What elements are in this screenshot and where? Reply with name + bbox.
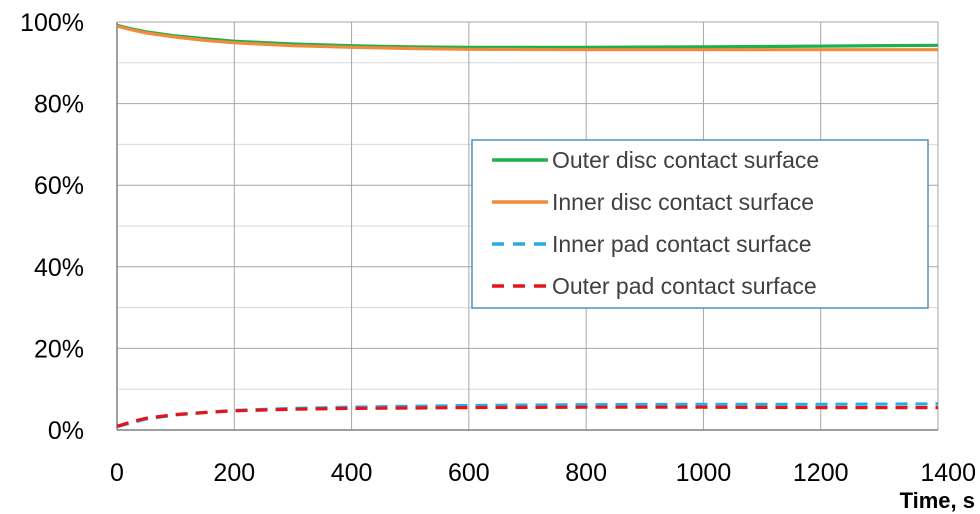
x-tick-label: 0 <box>110 459 124 487</box>
x-tick-labels: 0 200 400 600 800 1000 1200 1400 <box>110 459 976 487</box>
legend-label: Inner pad contact surface <box>552 231 812 257</box>
legend-label: Outer disc contact surface <box>552 147 819 173</box>
y-tick-label: 100% <box>20 9 84 37</box>
y-tick-labels: 0% 20% 40% 60% 80% 100% <box>20 9 84 445</box>
x-tick-label: 1000 <box>676 459 732 487</box>
legend-label: Outer pad contact surface <box>552 273 817 299</box>
series-line-2 <box>116 24 938 52</box>
legend-label: Inner disc contact surface <box>552 189 814 215</box>
y-tick-label: 60% <box>34 172 84 200</box>
legend: Outer disc contact surface Inner disc con… <box>471 139 929 309</box>
series-line-4 <box>116 405 938 428</box>
series-lines <box>116 23 939 429</box>
x-tick-label: 1400 <box>920 459 976 487</box>
x-tick-label: 800 <box>565 459 607 487</box>
legend-box <box>471 139 929 309</box>
y-tick-label: 20% <box>34 335 84 363</box>
x-tick-label: 400 <box>331 459 373 487</box>
x-axis-label: Time, s <box>900 488 975 513</box>
x-tick-label: 1200 <box>793 459 849 487</box>
y-tick-label: 0% <box>48 417 84 445</box>
y-tick-label: 40% <box>34 254 84 282</box>
x-tick-label: 200 <box>213 459 255 487</box>
x-tick-label: 600 <box>448 459 490 487</box>
axes <box>116 22 938 431</box>
y-tick-label: 80% <box>34 91 84 119</box>
